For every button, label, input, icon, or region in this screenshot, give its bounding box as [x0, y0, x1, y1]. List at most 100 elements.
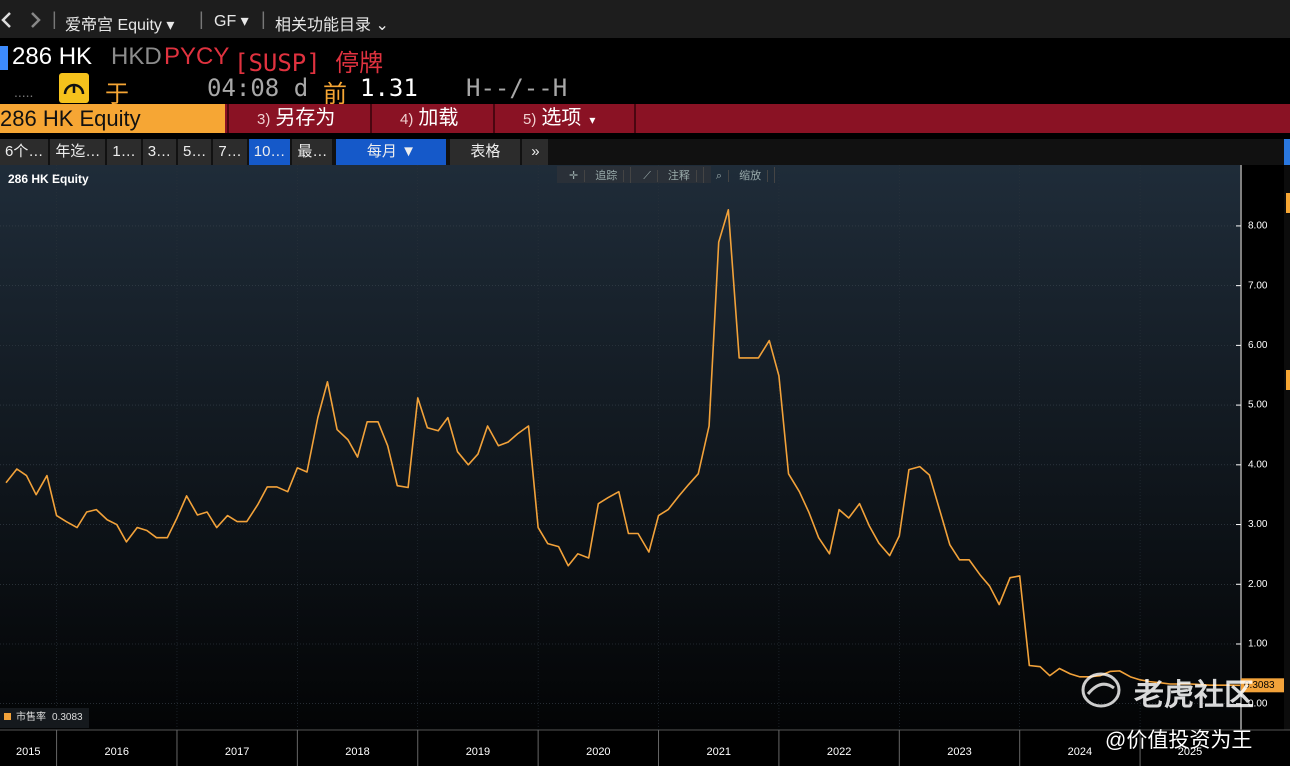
plot-background	[0, 165, 1240, 730]
button-label: 选项	[541, 107, 582, 129]
last-value-label: 0.3083	[1244, 680, 1275, 691]
y-tick-label: 6.00	[1248, 340, 1268, 351]
range-tab[interactable]: 10…	[248, 139, 291, 165]
y-tick-label: 8.00	[1248, 221, 1268, 232]
action-button[interactable]: 5) 选项 ▾	[493, 104, 635, 133]
chart: 286 HK Equity 0.00 1.00 2.00 3.00 4.00 5.00 6.…	[0, 165, 1290, 766]
edge-marker	[1286, 370, 1290, 390]
x-tick: 2021	[658, 165, 731, 766]
tool-label: 缩放	[733, 169, 769, 182]
currency: HKD	[111, 43, 162, 70]
chart-tool[interactable]: ⌕ 缩放	[704, 166, 776, 183]
range-tab[interactable]: 年迄…	[50, 139, 106, 165]
button-label: 另存为	[275, 107, 336, 129]
x-tick-label: 2024	[1068, 746, 1092, 758]
range-tab[interactable]: 7…	[213, 139, 247, 165]
x-tick: 2019	[417, 165, 490, 766]
focus-marker	[0, 46, 8, 70]
range-tab[interactable]: 1…	[107, 139, 141, 165]
separator: |	[52, 9, 57, 29]
edge-strip	[1284, 139, 1290, 165]
x-tick: 2017	[176, 165, 249, 766]
chart-tools: ✛ 追踪 ⟋ 注释 ⌕ 缩放	[557, 166, 776, 183]
code: PYCY	[164, 43, 230, 70]
button-key: 3)	[257, 111, 271, 128]
divider	[634, 104, 636, 133]
time: 04:08 d	[207, 74, 309, 102]
button-label: 加载	[418, 107, 459, 129]
x-tick: 2015	[16, 746, 40, 758]
nav-arrows[interactable]	[0, 10, 50, 30]
y-tick-label: 4.00	[1248, 459, 1268, 470]
nav-bar: | 爱帝宫 Equity ▾ | GF ▾ | 相关功能目录 ⌄	[0, 0, 1290, 38]
prev-label: 前	[323, 81, 347, 108]
range-tab[interactable]: 6个…	[0, 139, 49, 165]
edge-marker	[1286, 193, 1290, 213]
separator: |	[199, 9, 204, 29]
dots: .....	[14, 84, 34, 100]
x-tick-label: 2018	[345, 746, 369, 758]
frequency-select[interactable]: 每月 ▼	[336, 139, 447, 165]
x-tick: 2020	[537, 165, 611, 766]
y-tick-label: 3.00	[1248, 519, 1268, 530]
x-tick: 2022	[778, 165, 851, 766]
legend-swatch	[4, 713, 11, 720]
time-prefix: 于	[105, 81, 129, 108]
x-tick-label: 2016	[105, 746, 129, 758]
range-tab[interactable]: 5…	[178, 139, 212, 165]
security-menu[interactable]: 爱帝宫 Equity ▾	[65, 17, 175, 34]
related: 相关功能目录	[275, 17, 372, 34]
x-tick: 2025	[1139, 165, 1202, 766]
watermark-author: @价值投资为王	[1105, 729, 1253, 752]
legend-name: 市售率	[16, 712, 46, 723]
x-tick-label: 2020	[586, 746, 610, 758]
x-tick-label: 2019	[466, 746, 490, 758]
x-tick-label: 2022	[827, 746, 851, 758]
tool-label: 追踪	[589, 169, 625, 182]
y-tick-label: 7.00	[1248, 280, 1268, 291]
button-key: 4)	[400, 111, 414, 128]
range-tab[interactable]: 最…	[292, 139, 333, 165]
x-tick: 2024	[1019, 165, 1092, 766]
x-tick: 2016	[56, 165, 129, 766]
y-tick-label: 2.00	[1248, 579, 1268, 590]
prev-value: 1.31	[360, 74, 418, 102]
x-tick-label: 2023	[947, 746, 971, 758]
dropdown-arrow: ▾	[589, 113, 596, 127]
x-tick: 2023	[898, 165, 972, 766]
y-tick-label: 1.00	[1248, 639, 1268, 650]
range-tab[interactable]: 3…	[142, 139, 177, 165]
watermark-logo	[1081, 672, 1121, 708]
source-menu[interactable]: GF ▾	[214, 13, 249, 30]
chart-tool[interactable]: ⟋ 注释	[631, 166, 704, 183]
chart-tool[interactable]: ✛ 追踪	[557, 166, 632, 183]
y-tick-label: 5.00	[1248, 400, 1268, 411]
action-bar: 286 HK Equity 3) 另存为 4) 加载 5) 选项 ▾	[0, 104, 1290, 133]
legend-value: 0.3083	[52, 712, 83, 723]
button-key: 5)	[523, 111, 537, 128]
tool-icon: ✛	[563, 169, 586, 182]
tool-icon: ⌕	[709, 169, 730, 182]
legend: 市售率 0.3083	[0, 708, 89, 728]
action-button[interactable]: 4) 加载	[370, 104, 493, 133]
chart-title: 286 HK Equity	[8, 172, 89, 186]
tool-icon: ⟋	[637, 169, 658, 182]
related-menu[interactable]: 相关功能目录 ⌄	[275, 17, 389, 34]
status: [SUSP] 停牌	[234, 49, 384, 77]
security: 爱帝宫 Equity	[65, 17, 162, 34]
security-field[interactable]: 286 HK Equity	[0, 104, 225, 133]
action-button[interactable]: 3) 另存为	[227, 104, 370, 133]
range: H--/--H	[466, 74, 568, 102]
table-button[interactable]: 表格	[450, 139, 521, 165]
tool-label: 注释	[661, 169, 697, 182]
more-button[interactable]: »	[522, 139, 549, 165]
edge-strip	[1284, 165, 1290, 730]
x-tick-label: 2017	[225, 746, 249, 758]
range-tabs: 6个… 年迄… 1… 3… 5… 7… 10… 最… 每月 ▼ 表格»	[0, 139, 1284, 165]
separator: |	[261, 9, 266, 29]
ticker: 286 HK	[12, 43, 93, 70]
x-tick-label: 2021	[706, 746, 730, 758]
x-tick-label: 2015	[16, 746, 40, 758]
last-value-tag	[1241, 678, 1284, 693]
